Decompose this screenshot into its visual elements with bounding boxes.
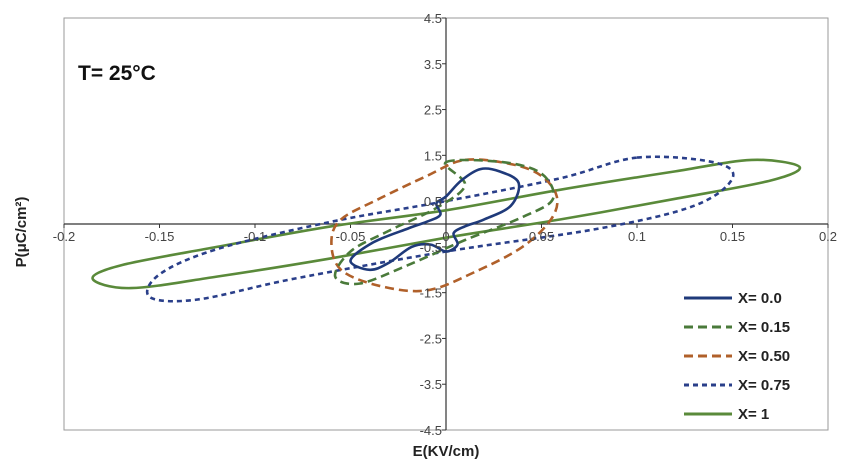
- x-tick-label: -0.1: [244, 229, 266, 244]
- y-tick-label: -3.5: [420, 377, 442, 392]
- y-tick-label: 2.5: [424, 103, 442, 118]
- y-tick-label: -1.5: [420, 286, 442, 301]
- series-layer: [91, 155, 802, 303]
- x-tick-label: 0.2: [819, 229, 837, 244]
- x-tick-label: 0.15: [720, 229, 745, 244]
- legend-label: X= 0.75: [738, 377, 790, 394]
- legend: X= 0.0 X= 0.15 X= 0.50 X= 0.75 X= 1: [684, 290, 790, 423]
- y-tick-label: 4.5: [424, 11, 442, 26]
- tick-labels: -0.2 -0.15 -0.1 -0.05 0 0.05 0.1 0.15 0.2 4.5 3.5 2…: [53, 11, 837, 438]
- y-tick-label: 3.5: [424, 57, 442, 72]
- x-tick-label: -0.05: [336, 229, 366, 244]
- x-tick-label: 0: [442, 229, 449, 244]
- series-loop-2: [330, 158, 559, 293]
- legend-label: X= 0.0: [738, 290, 782, 307]
- series-loop-4: [91, 158, 802, 290]
- legend-label: X= 0.15: [738, 319, 790, 336]
- y-tick-label: -0.5: [420, 240, 442, 255]
- y-axis-title: P(μC/cm²): [13, 197, 30, 268]
- temperature-annotation: T= 25°C: [78, 62, 156, 85]
- x-tick-label: -0.2: [53, 229, 75, 244]
- axes: [63, 17, 829, 431]
- x-tick-label: 0.05: [529, 229, 554, 244]
- series-loop-1: [333, 158, 556, 286]
- legend-label: X= 0.50: [738, 348, 790, 365]
- y-tick-label: -4.5: [420, 423, 442, 438]
- x-tick-label: -0.15: [145, 229, 175, 244]
- x-tick-label: 0.1: [628, 229, 646, 244]
- y-tick-label: 0.5: [424, 194, 442, 209]
- x-axis-title: E(KV/cm): [413, 443, 480, 460]
- legend-label: X= 1: [738, 406, 769, 423]
- y-tick-label: 1.5: [424, 148, 442, 163]
- y-tick-label: -2.5: [420, 331, 442, 346]
- series-loop-0: [349, 167, 521, 272]
